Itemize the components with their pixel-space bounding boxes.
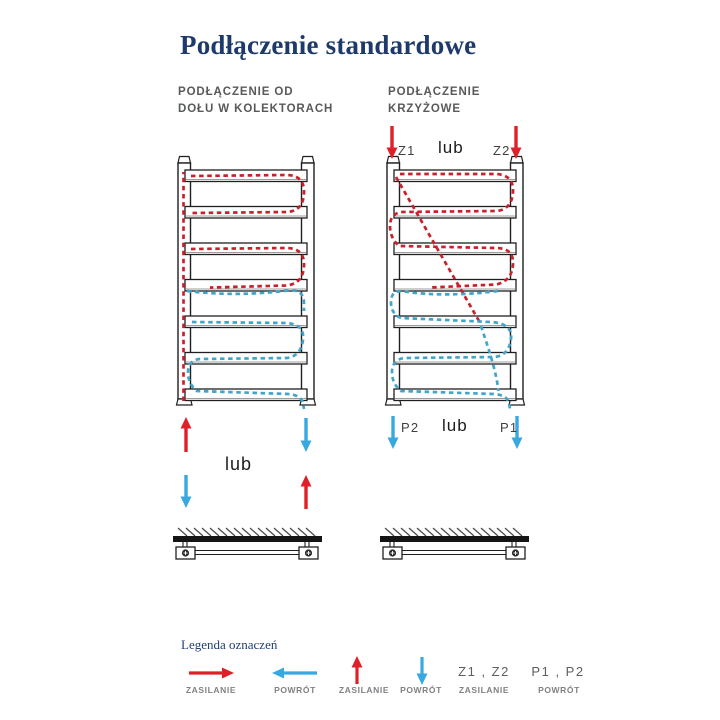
legend-label-return-left: POWRÓT [274, 685, 316, 695]
port-label-z2: Z2 [493, 143, 511, 158]
radiator-left [175, 155, 317, 410]
return-down-arrow [180, 475, 192, 508]
port-label-p2: P2 [401, 420, 420, 435]
legend-arrow-up-red-icon [351, 656, 363, 684]
port-label-z1: Z1 [398, 143, 416, 158]
or-label-bottom: lub [442, 416, 468, 435]
legend-label-return-p: POWRÓT [538, 685, 580, 695]
legend-label-supply-z: ZASILANIE [458, 685, 510, 695]
port-label-p1: P1 [500, 420, 519, 435]
supply-up-arrow [180, 417, 192, 452]
radiator-right [384, 155, 526, 410]
legend-symbol-p: P1 , P2 [531, 664, 585, 679]
or-label-top: lub [438, 138, 464, 157]
legend-arrow-right-red-icon [189, 667, 234, 679]
legend-heading: Legenda oznaczeń [181, 637, 278, 652]
legend-label-return-down: POWRÓT [400, 685, 442, 695]
supply-down-arrow-z1 [386, 126, 398, 159]
return-down-arrow-p2 [387, 416, 399, 449]
supply-flow-path [182, 172, 306, 401]
legend-arrow-down-blue-icon [416, 657, 428, 685]
left-diagram-subtitle: PODŁĄCZENIE OD DOŁU W KOLEKTORACH [178, 86, 334, 115]
return-flow-path [186, 289, 306, 410]
return-down-arrow-p1 [511, 416, 523, 449]
right-diagram-subtitle: PODŁĄCZENIE KRZYŻOWE [388, 86, 481, 115]
legend-label-supply-up: ZASILANIE [338, 685, 390, 695]
supply-flow-path [388, 172, 515, 322]
legend-symbol-z: Z1 , Z2 [458, 664, 510, 679]
or-label-left-diagram: lub [225, 454, 253, 474]
supply-up-arrow [300, 475, 312, 509]
left-floor-fixture [172, 527, 323, 560]
legend-label-supply-right: ZASILANIE [185, 685, 237, 695]
page-title: Podłączenie standardowe [180, 30, 477, 60]
legend-arrow-glyphs [189, 656, 428, 685]
right-floor-fixture [379, 527, 530, 560]
return-down-arrow [300, 418, 312, 452]
supply-down-arrow-z2 [510, 126, 522, 159]
legend-arrow-left-blue-icon [272, 667, 317, 679]
return-flow-path [389, 289, 513, 410]
left-diagram-arrows [180, 417, 312, 509]
right-diagram-arrows [386, 126, 523, 449]
